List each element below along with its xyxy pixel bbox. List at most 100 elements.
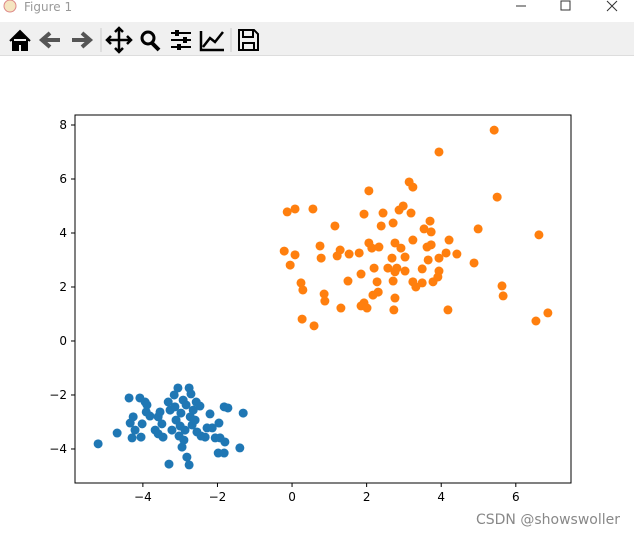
point (364, 186, 374, 196)
slider (175, 30, 179, 36)
point (396, 243, 406, 253)
close-button[interactable] (606, 0, 618, 12)
point (356, 269, 366, 279)
point (290, 250, 300, 260)
point (219, 448, 229, 458)
app-icon (3, 0, 17, 13)
pan-button[interactable] (105, 26, 133, 54)
point (205, 409, 215, 419)
point (376, 221, 386, 231)
point (124, 393, 134, 403)
y-tick-label: 8 (59, 118, 67, 132)
point (336, 303, 346, 313)
point (531, 316, 541, 326)
point (387, 253, 397, 263)
point (362, 303, 372, 313)
y-tick-label: 6 (59, 172, 67, 186)
point (136, 432, 146, 442)
point (473, 224, 483, 234)
point (400, 252, 410, 262)
point (238, 408, 248, 418)
point (498, 291, 508, 301)
point (404, 177, 414, 187)
point (320, 296, 330, 306)
point (389, 305, 399, 315)
point (235, 443, 245, 453)
point (112, 428, 122, 438)
point (186, 389, 196, 399)
point (411, 282, 421, 292)
point (434, 147, 444, 157)
save-button[interactable] (238, 29, 259, 51)
point (127, 433, 137, 443)
point (137, 419, 147, 429)
point (158, 432, 168, 442)
point (180, 425, 190, 435)
zoom-handle (150, 41, 161, 52)
point (444, 235, 454, 245)
point (309, 321, 319, 331)
point (368, 290, 378, 300)
point (383, 263, 393, 273)
point (184, 460, 194, 470)
point (155, 407, 165, 417)
point (419, 224, 429, 234)
point (433, 272, 443, 282)
point (190, 415, 200, 425)
maximize-button[interactable] (560, 0, 571, 11)
point (188, 405, 198, 415)
zoom-button[interactable] (140, 30, 156, 46)
point (359, 209, 369, 219)
point (367, 243, 377, 253)
y-tick-label: 4 (59, 226, 67, 240)
point (214, 418, 224, 428)
point (344, 249, 354, 259)
x-tick-label: −2 (209, 490, 227, 504)
point (423, 255, 433, 265)
title-bar: Figure 1 (0, 0, 634, 22)
toolbar-icons (9, 26, 259, 54)
point (388, 276, 398, 286)
x-tick-label: 2 (363, 490, 371, 504)
point (469, 258, 479, 268)
point (163, 397, 173, 407)
point (290, 204, 300, 214)
point (169, 390, 179, 400)
point (157, 419, 167, 429)
home-button[interactable] (9, 29, 31, 51)
edit-axis-button[interactable] (199, 31, 224, 52)
point (374, 242, 384, 252)
x-tick-label: −4 (134, 490, 152, 504)
point (298, 285, 308, 295)
point (167, 425, 177, 435)
plot-frame (74, 114, 572, 484)
point (179, 435, 189, 445)
back-button[interactable] (38, 31, 60, 49)
point (282, 207, 292, 217)
point (207, 423, 217, 433)
point (182, 452, 192, 462)
point (378, 208, 388, 218)
point (543, 308, 553, 318)
point (400, 266, 410, 276)
point (128, 412, 138, 422)
forward-button[interactable] (72, 31, 94, 49)
point (223, 403, 233, 413)
point (398, 201, 408, 211)
point (390, 238, 400, 248)
y-tick-label: 2 (59, 280, 67, 294)
point (452, 249, 462, 259)
point (308, 204, 318, 214)
point (173, 383, 183, 393)
point (417, 264, 427, 274)
point (285, 260, 295, 270)
point (200, 432, 210, 442)
point (425, 216, 435, 226)
point (319, 289, 329, 299)
point (145, 411, 155, 421)
point (164, 459, 174, 469)
point (316, 253, 326, 263)
title-bar-icons (3, 0, 618, 13)
